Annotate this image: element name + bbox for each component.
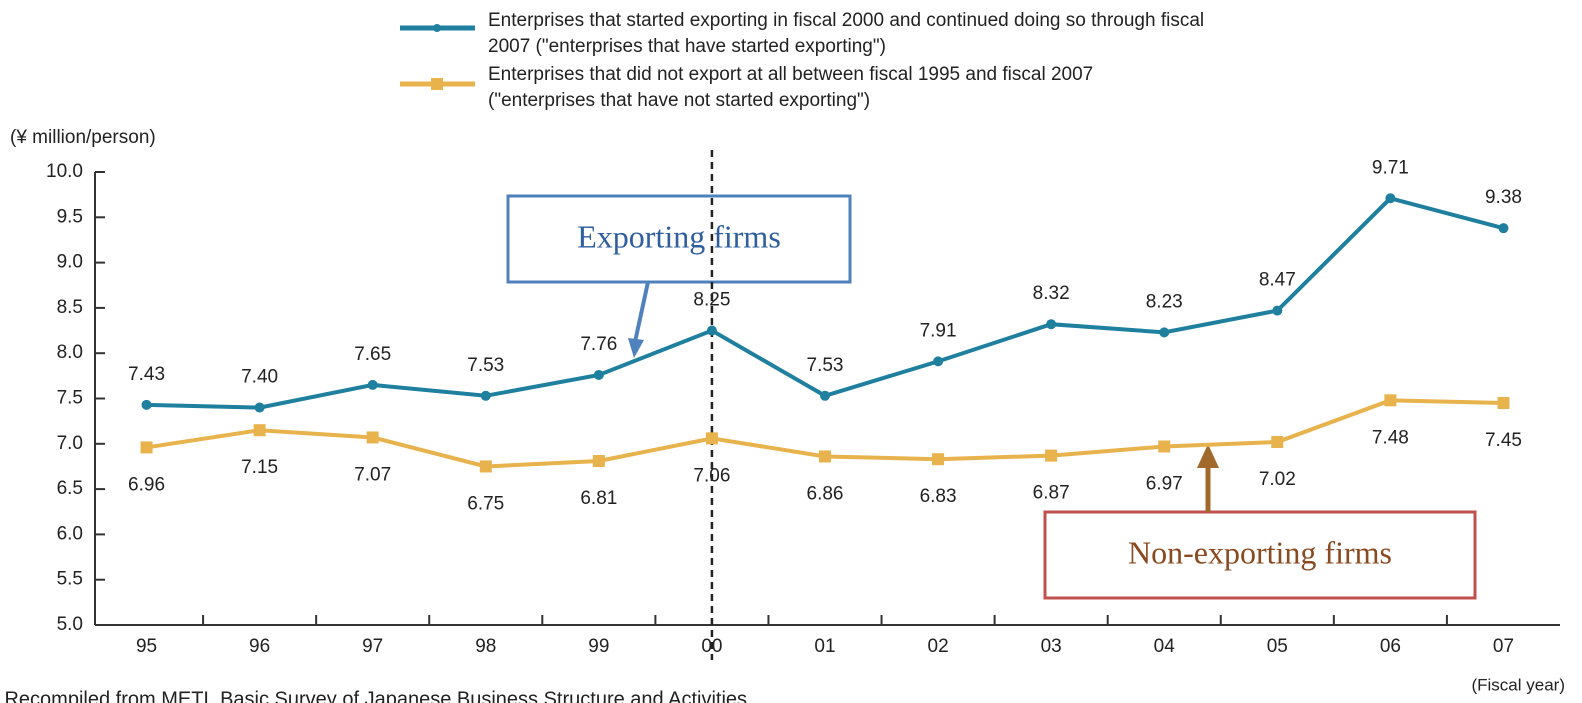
point [1498,223,1509,234]
y-tick-label: 9.5 [57,206,83,227]
x-tick-label: 06 [1380,636,1401,657]
point [592,455,605,468]
point [480,390,491,401]
data-label: 8.25 [693,290,730,311]
data-label: 7.15 [241,457,278,478]
data-label: 7.53 [807,355,844,376]
y-tick-label: 5.5 [57,569,83,590]
legend-marker [431,78,443,90]
x-tick-label: 01 [814,636,835,657]
legend-entry: Enterprises that started exporting in fi… [488,10,1205,57]
annotation-box [506,194,852,284]
y-tick-label: 6.5 [57,478,83,499]
x-tick-label: 07 [1493,636,1514,657]
point [479,460,492,473]
y-tick-label: 7.0 [57,433,83,454]
data-label: 6.75 [467,493,504,514]
y-tick-label: 8.0 [57,342,83,363]
legend-marker [433,24,441,32]
point [140,441,153,454]
data-label: 9.38 [1485,187,1522,208]
point [706,325,717,336]
point [1045,449,1058,462]
x-tick-label: 05 [1267,636,1288,657]
point [1158,440,1171,453]
y-tick-label: 10.0 [46,161,83,182]
y-tick-label: 8.5 [57,297,83,318]
data-label: 6.83 [920,486,957,507]
y-tick-label: 6.0 [57,523,83,544]
point [253,424,266,437]
x-tick-label: 04 [1154,636,1176,657]
data-label: 7.48 [1372,427,1409,448]
y-tick-label: 5.0 [57,614,83,635]
data-label: 6.86 [807,483,844,504]
data-label: 8.47 [1259,270,1296,291]
data-label: 7.91 [920,320,957,341]
data-label: 6.81 [580,488,617,509]
point [705,432,718,445]
point [819,450,831,463]
data-label: 7.40 [241,367,278,388]
y-tick-label: 9.0 [57,252,83,273]
point [1046,319,1057,330]
annotation-arrowhead [628,338,644,358]
y-tick-label: 7.5 [57,388,83,409]
point [1385,193,1396,204]
data-label: 7.02 [1259,469,1296,490]
data-label: 6.96 [128,474,165,495]
point [932,453,945,466]
data-label: 7.65 [354,344,391,365]
annotation-arrow [633,281,650,343]
point [1271,435,1284,448]
annotation-box [1043,510,1477,600]
x-tick-label: 95 [136,636,157,657]
x-tick-label: 96 [249,636,270,657]
source: Source: Recompiled from METI, Basic Surv… [0,688,747,703]
point [141,399,152,410]
y-axis-label: (¥ million/person) [10,127,156,148]
data-label: 8.23 [1146,291,1183,312]
point [820,390,830,401]
point [1497,397,1510,410]
annotation-arrowhead [1197,444,1219,468]
point [1384,394,1397,407]
point [366,431,379,444]
data-label: 7.45 [1485,430,1522,451]
data-label: 6.87 [1033,483,1070,504]
point [254,402,265,413]
data-label: 7.06 [693,465,730,486]
data-label: 6.97 [1146,474,1183,495]
x-tick-label: 99 [588,636,609,657]
data-label: 7.76 [580,334,617,355]
annotation: Exporting firms [577,218,781,254]
x-tick-label: 97 [362,636,383,657]
x-tick-label: 98 [475,636,496,657]
x-axis-label: (Fiscal year) [1471,675,1565,694]
x-tick-label: 02 [928,636,949,657]
data-label: 8.32 [1033,283,1070,304]
annotation: Non-exporting firms [1128,534,1392,570]
point [367,379,378,390]
point [1159,327,1170,338]
data-label: 7.53 [467,355,504,376]
data-label: 9.71 [1372,157,1409,178]
data-label: 7.43 [128,364,165,385]
point [1272,305,1283,316]
point [933,356,944,367]
data-label: 7.07 [354,464,391,485]
legend-entry: Enterprises that did not export at all b… [488,64,1094,111]
point [593,369,604,380]
x-tick-label: 03 [1041,636,1062,657]
